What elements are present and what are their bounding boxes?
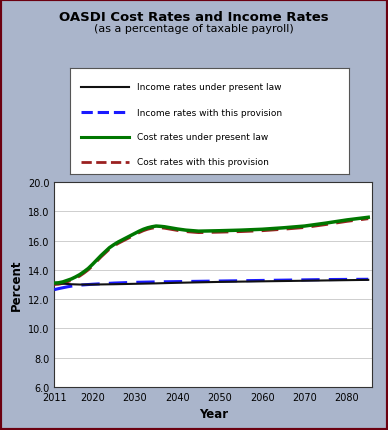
Text: Cost rates under present law: Cost rates under present law xyxy=(137,133,268,142)
Text: OASDI Cost Rates and Income Rates: OASDI Cost Rates and Income Rates xyxy=(59,11,329,24)
Text: Income rates under present law: Income rates under present law xyxy=(137,83,281,92)
X-axis label: Year: Year xyxy=(199,407,228,421)
Y-axis label: Percent: Percent xyxy=(9,259,23,310)
Text: (as a percentage of taxable payroll): (as a percentage of taxable payroll) xyxy=(94,24,294,34)
Text: Income rates with this provision: Income rates with this provision xyxy=(137,108,282,117)
Text: Cost rates with this provision: Cost rates with this provision xyxy=(137,158,269,167)
